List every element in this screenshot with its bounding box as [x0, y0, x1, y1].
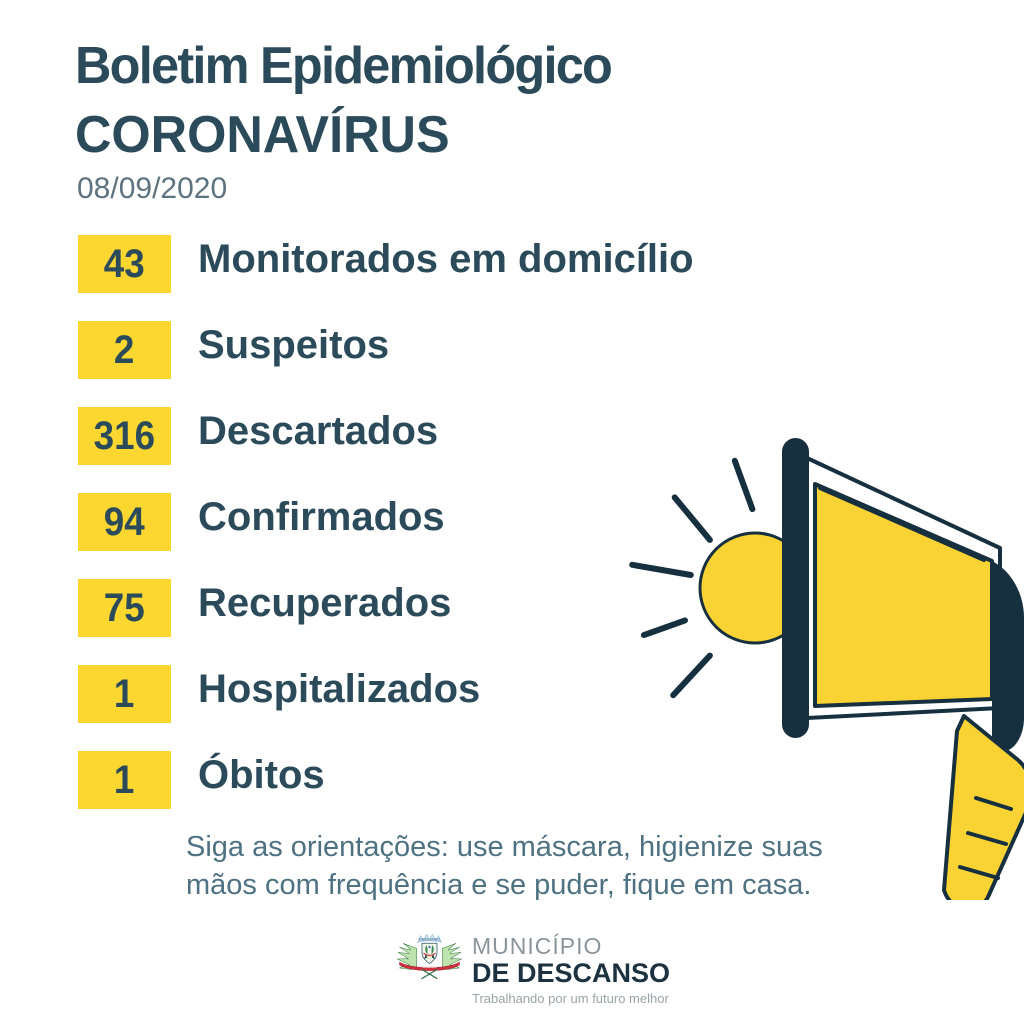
svg-text:DESCANSO: DESCANSO [422, 965, 436, 969]
svg-text:DESCANSO: DESCANSO [419, 937, 440, 941]
